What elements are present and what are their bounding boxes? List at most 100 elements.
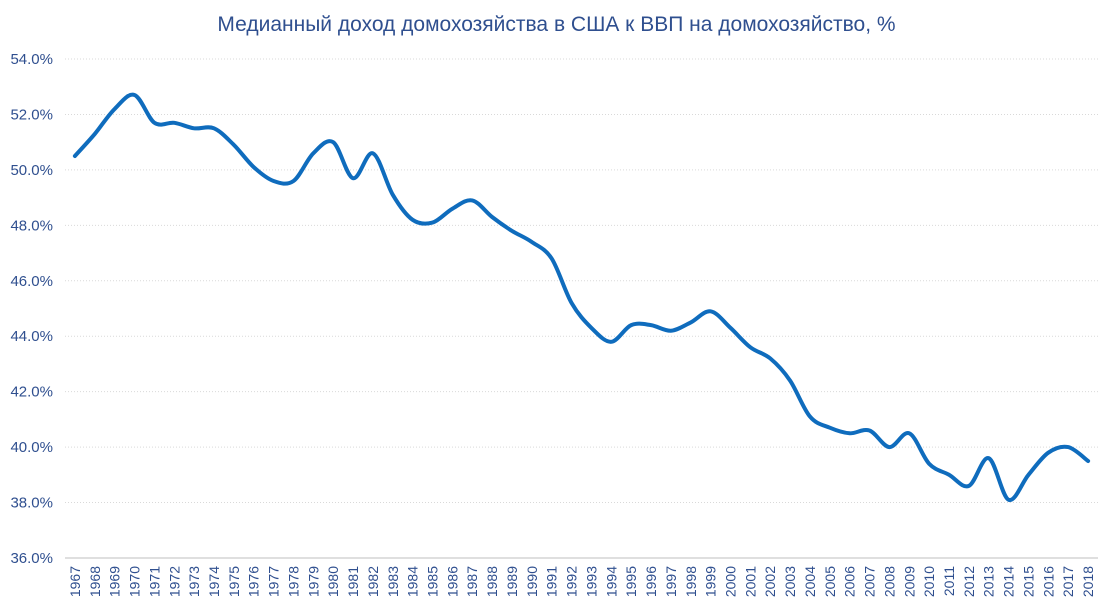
data-point: [73, 154, 77, 158]
x-tick-label: 2013: [981, 566, 997, 597]
x-tick-label: 1978: [285, 566, 301, 597]
data-point: [669, 329, 673, 333]
grid: [65, 58, 1098, 504]
x-tick-label: 1997: [663, 566, 679, 597]
data-point: [411, 218, 415, 222]
y-tick-label: 40.0%: [10, 439, 53, 456]
data-point: [768, 356, 772, 360]
y-tick-label: 50.0%: [10, 162, 53, 179]
data-point: [927, 462, 931, 466]
data-point: [828, 426, 832, 430]
x-tick-label: 1989: [504, 566, 520, 597]
data-point: [113, 107, 117, 111]
x-tick-label: 1969: [107, 566, 123, 597]
data-point: [788, 379, 792, 383]
data-point: [351, 176, 355, 180]
x-tick-label: 2010: [921, 566, 937, 597]
data-point: [709, 309, 713, 313]
data-point: [252, 165, 256, 169]
data-point: [987, 456, 991, 460]
x-tick-label: 1987: [464, 566, 480, 597]
x-tick-label: 1970: [127, 566, 143, 597]
x-tick-label: 2011: [941, 566, 957, 596]
x-tick-label: 1991: [544, 566, 560, 597]
x-tick-label: 1981: [345, 566, 361, 597]
data-point: [371, 151, 375, 155]
data-point: [570, 301, 574, 305]
data-point: [649, 323, 653, 327]
data-point: [490, 215, 494, 219]
x-tick-label: 2015: [1020, 566, 1036, 597]
data-point: [1046, 451, 1050, 455]
data-point: [232, 143, 236, 147]
y-tick-label: 48.0%: [10, 217, 53, 234]
data-point: [172, 121, 176, 125]
x-tick-label: 1968: [87, 566, 103, 597]
data-point: [311, 151, 315, 155]
data-point: [947, 473, 951, 477]
x-tick-label: 2008: [881, 566, 897, 597]
data-point: [1007, 498, 1011, 502]
x-tick-label: 2012: [961, 566, 977, 597]
y-tick-label: 52.0%: [10, 106, 53, 123]
data-point: [868, 429, 872, 433]
x-tick-label: 1983: [385, 566, 401, 597]
y-tick-label: 38.0%: [10, 495, 53, 512]
data-point: [292, 179, 296, 183]
x-tick-label: 2016: [1040, 566, 1056, 597]
x-tick-label: 1976: [246, 566, 262, 597]
x-tick-label: 1990: [524, 566, 540, 597]
x-tick-label: 1972: [166, 566, 182, 597]
x-tick-label: 2001: [742, 566, 758, 597]
x-tick-label: 1984: [405, 566, 421, 597]
y-tick-label: 36.0%: [10, 550, 53, 567]
x-tick-label: 1979: [305, 566, 321, 597]
x-tick-label: 1974: [206, 566, 222, 597]
data-point: [967, 484, 971, 488]
x-tick-label: 1975: [226, 566, 242, 597]
data-point: [331, 140, 335, 144]
data-point: [470, 198, 474, 202]
x-tick-label: 2017: [1060, 566, 1076, 597]
x-tick-label: 1977: [266, 566, 282, 597]
series-layer: [72, 92, 1091, 502]
data-point: [748, 345, 752, 349]
data-point: [530, 240, 534, 244]
data-point: [550, 257, 554, 261]
data-point: [212, 126, 216, 130]
data-point: [848, 431, 852, 435]
data-point: [729, 326, 733, 330]
x-tick-label: 1992: [564, 566, 580, 597]
x-tick-label: 1980: [325, 566, 341, 597]
data-point: [510, 229, 514, 233]
data-point: [431, 221, 435, 225]
data-point: [133, 93, 137, 97]
x-tick-label: 1988: [484, 566, 500, 597]
data-point: [1027, 473, 1031, 477]
x-axis-ticks: 1967 1968 1969 1970 1971 1972 1973 1974 1975 1976…: [67, 566, 1096, 597]
x-tick-label: 2005: [822, 566, 838, 597]
x-tick-label: 2003: [782, 566, 798, 597]
x-tick-label: 1973: [186, 566, 202, 597]
data-point: [1086, 459, 1090, 463]
x-tick-label: 1996: [643, 566, 659, 597]
chart-title: Медианный доход домохозяйства в США к ВВ…: [217, 13, 896, 36]
x-tick-label: 2009: [901, 566, 917, 597]
y-axis-ticks: 36.0% 38.0% 40.0% 42.0% 44.0% 46.0% 48.0% 50.0%…: [10, 51, 53, 567]
x-tick-label: 2014: [1001, 566, 1017, 597]
x-tick-label: 1998: [683, 566, 699, 597]
data-point: [450, 207, 454, 211]
data-point: [272, 179, 276, 183]
x-tick-label: 1985: [425, 566, 441, 597]
x-tick-label: 1971: [146, 566, 162, 597]
x-tick-label: 1999: [703, 566, 719, 597]
data-point: [93, 132, 97, 136]
data-point: [192, 126, 196, 130]
x-tick-label: 2018: [1080, 566, 1096, 597]
y-tick-label: 46.0%: [10, 273, 53, 290]
data-point: [907, 431, 911, 435]
y-tick-label: 44.0%: [10, 328, 53, 345]
x-tick-label: 2004: [802, 566, 818, 597]
x-tick-label: 1995: [623, 566, 639, 597]
